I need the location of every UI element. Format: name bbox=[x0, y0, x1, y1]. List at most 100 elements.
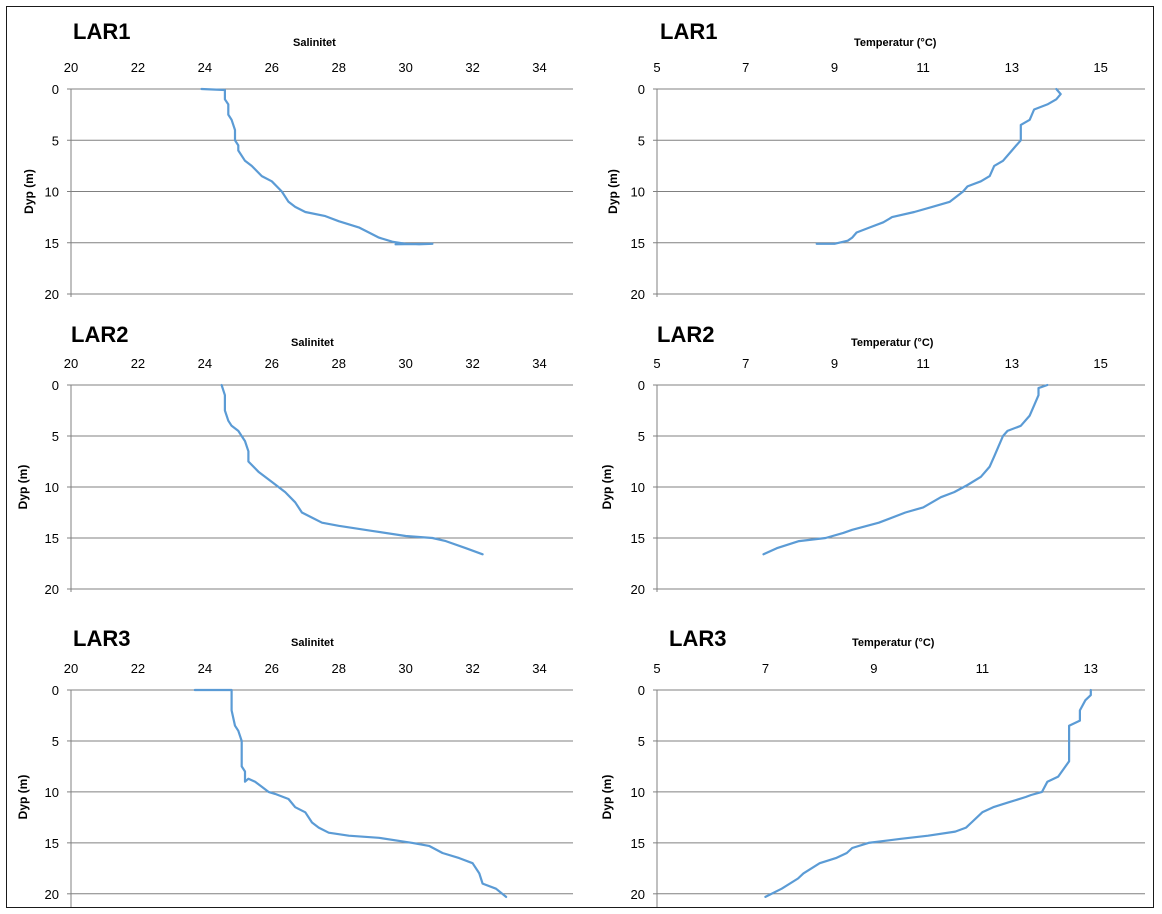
x-tick-label: 11 bbox=[916, 60, 930, 75]
x-tick-label: 28 bbox=[331, 661, 345, 676]
chart-svg: 0 5 10 15 20 20 22 24 26 28 30 32 34 Dyp (m) bbox=[16, 661, 573, 907]
y-tick-label: 5 bbox=[638, 734, 645, 749]
y-tick-label: 5 bbox=[52, 133, 59, 148]
series-line bbox=[193, 688, 508, 898]
x-tick-label: 28 bbox=[331, 60, 345, 75]
series-line bbox=[762, 383, 1049, 556]
chart-title: Temperatur (°C) bbox=[852, 637, 935, 649]
x-tick-label: 5 bbox=[653, 661, 660, 676]
chart-panel-lar3-temperatur: LAR3 Temperatur (°C) 0 5 10 15 20 5 7 9 11 13 Dyp … bbox=[587, 612, 1155, 909]
x-tick-label: 32 bbox=[465, 661, 479, 676]
y-axis-label: Dyp (m) bbox=[22, 169, 36, 214]
chart-title: Temperatur (°C) bbox=[851, 337, 934, 349]
x-tick-label: 15 bbox=[1093, 60, 1107, 75]
chart-svg: 0 5 10 15 20 20 22 24 26 28 30 32 34 Dyp (m) bbox=[22, 60, 573, 302]
y-axis-label: Dyp (m) bbox=[16, 465, 30, 510]
y-tick-label: 20 bbox=[631, 287, 645, 302]
x-tick-label: 24 bbox=[198, 60, 212, 75]
y-tick-label: 10 bbox=[631, 185, 645, 200]
chart-title: Salinitet bbox=[291, 337, 334, 349]
y-tick-label: 5 bbox=[638, 133, 645, 148]
y-tick-label: 15 bbox=[631, 236, 645, 251]
chart-panel-lar3-salinitet: LAR3 Salinitet 0 5 10 15 20 20 22 24 26 28 30 32 34 D… bbox=[7, 612, 587, 909]
y-tick-label: 10 bbox=[45, 480, 59, 495]
x-tick-label: 26 bbox=[265, 60, 279, 75]
station-label: LAR3 bbox=[669, 626, 727, 651]
y-tick-label: 0 bbox=[638, 82, 645, 97]
figure-frame: LAR1 Salinitet 0 5 10 15 20 20 22 24 26 28 30 32 34 D… bbox=[6, 6, 1154, 908]
x-tick-label: 26 bbox=[265, 661, 279, 676]
x-tick-label: 30 bbox=[398, 60, 412, 75]
x-tick-label: 9 bbox=[870, 661, 877, 676]
x-tick-label: 20 bbox=[64, 661, 78, 676]
x-tick-label: 24 bbox=[198, 356, 212, 371]
x-tick-label: 5 bbox=[653, 60, 660, 75]
y-tick-label: 0 bbox=[638, 683, 645, 698]
chart-title: Salinitet bbox=[291, 637, 334, 649]
x-tick-label: 7 bbox=[742, 60, 749, 75]
series-line bbox=[815, 87, 1062, 245]
x-tick-label: 15 bbox=[1093, 356, 1107, 371]
y-tick-label: 20 bbox=[45, 582, 59, 597]
station-label: LAR1 bbox=[73, 19, 131, 44]
y-tick-label: 10 bbox=[45, 785, 59, 800]
x-tick-label: 7 bbox=[762, 661, 769, 676]
x-tick-label: 13 bbox=[1005, 60, 1019, 75]
y-axis-label: Dyp (m) bbox=[16, 775, 30, 820]
y-tick-label: 15 bbox=[45, 836, 59, 851]
x-tick-label: 32 bbox=[465, 356, 479, 371]
x-tick-label: 11 bbox=[916, 356, 930, 371]
x-tick-label: 28 bbox=[331, 356, 345, 371]
x-tick-label: 30 bbox=[398, 356, 412, 371]
x-tick-label: 24 bbox=[198, 661, 212, 676]
y-tick-label: 20 bbox=[631, 887, 645, 902]
y-tick-label: 15 bbox=[45, 236, 59, 251]
y-tick-label: 0 bbox=[52, 683, 59, 698]
chart-title: Temperatur (°C) bbox=[854, 37, 937, 49]
y-tick-label: 10 bbox=[631, 480, 645, 495]
y-tick-label: 0 bbox=[638, 378, 645, 393]
x-tick-label: 22 bbox=[131, 60, 145, 75]
x-tick-label: 34 bbox=[532, 661, 546, 676]
chart-panel-lar1-salinitet: LAR1 Salinitet 0 5 10 15 20 20 22 24 26 28 30 32 34 D… bbox=[7, 7, 587, 312]
series-line bbox=[220, 383, 484, 556]
x-tick-label: 34 bbox=[532, 60, 546, 75]
x-tick-label: 26 bbox=[265, 356, 279, 371]
x-tick-label: 22 bbox=[131, 356, 145, 371]
x-tick-label: 13 bbox=[1005, 356, 1019, 371]
y-tick-label: 20 bbox=[45, 287, 59, 302]
x-tick-label: 13 bbox=[1084, 661, 1098, 676]
series-line bbox=[200, 87, 434, 246]
y-tick-label: 5 bbox=[52, 734, 59, 749]
y-tick-label: 15 bbox=[631, 836, 645, 851]
station-label: LAR2 bbox=[657, 322, 715, 347]
x-tick-label: 9 bbox=[831, 356, 838, 371]
x-tick-label: 30 bbox=[398, 661, 412, 676]
x-tick-label: 11 bbox=[976, 661, 990, 676]
x-tick-label: 34 bbox=[532, 356, 546, 371]
y-tick-label: 15 bbox=[45, 531, 59, 546]
chart-panel-lar1-temperatur: LAR1 Temperatur (°C) 0 5 10 15 20 5 7 9 11 13 15 Dy… bbox=[587, 7, 1155, 312]
y-tick-label: 10 bbox=[45, 185, 59, 200]
y-tick-label: 0 bbox=[52, 378, 59, 393]
x-tick-label: 5 bbox=[653, 356, 660, 371]
y-tick-label: 10 bbox=[631, 785, 645, 800]
x-tick-label: 20 bbox=[64, 356, 78, 371]
y-axis-label: Dyp (m) bbox=[600, 775, 614, 820]
y-tick-label: 0 bbox=[52, 82, 59, 97]
x-tick-label: 9 bbox=[831, 60, 838, 75]
chart-svg: 0 5 10 15 20 20 22 24 26 28 30 32 34 Dyp (m) bbox=[16, 356, 573, 597]
chart-panel-lar2-temperatur: LAR2 Temperatur (°C) 0 5 10 15 20 5 7 9 11 13 15 Dy… bbox=[587, 312, 1155, 612]
station-label: LAR3 bbox=[73, 626, 131, 651]
station-label: LAR1 bbox=[660, 19, 718, 44]
x-tick-label: 22 bbox=[131, 661, 145, 676]
y-tick-label: 20 bbox=[631, 582, 645, 597]
x-tick-label: 32 bbox=[465, 60, 479, 75]
chart-title: Salinitet bbox=[293, 37, 336, 49]
y-tick-label: 15 bbox=[631, 531, 645, 546]
y-axis-label: Dyp (m) bbox=[600, 465, 614, 510]
x-tick-label: 20 bbox=[64, 60, 78, 75]
x-tick-label: 7 bbox=[742, 356, 749, 371]
